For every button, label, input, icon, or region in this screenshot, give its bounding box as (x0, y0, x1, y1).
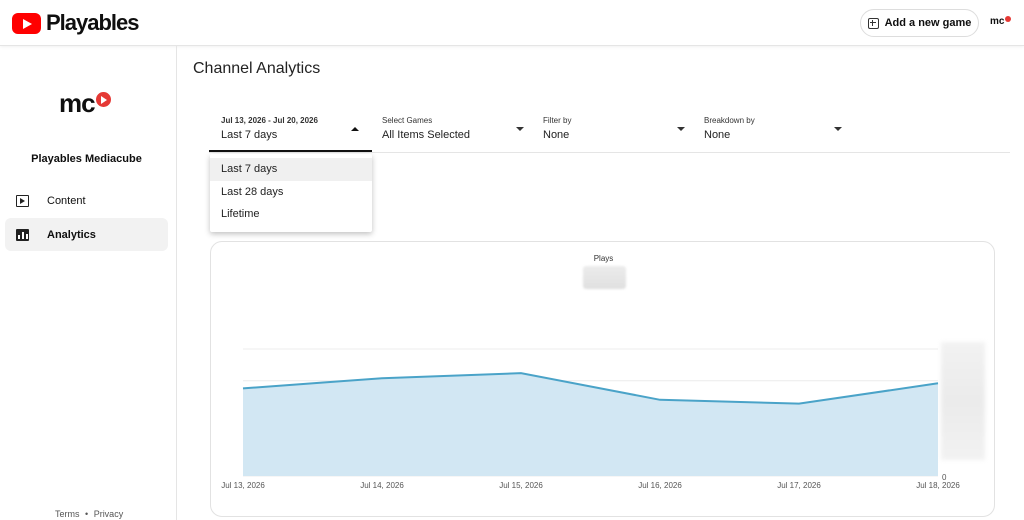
select-games-label: Select Games (382, 116, 433, 125)
total-value-blurred (583, 266, 626, 289)
dropdown-option-last-28-days[interactable]: Last 28 days (221, 185, 284, 198)
sidebar-item-content[interactable]: Content (5, 184, 168, 217)
filter-by-value: None (543, 129, 570, 141)
sidebar-item-label: Content (47, 194, 86, 207)
x-tick-label: Jul 15, 2026 (499, 481, 543, 490)
top-bar: Playables Add a new game mc (0, 0, 1024, 46)
footer-separator: • (85, 509, 89, 519)
breakdown-by-filter[interactable]: Breakdown by None (704, 108, 854, 152)
channel-logo: mc (59, 88, 111, 119)
brand-name: Playables (46, 10, 140, 35)
add-game-button[interactable]: Add a new game (860, 9, 979, 37)
terms-link[interactable]: Terms (55, 509, 80, 519)
dropdown-option-lifetime[interactable]: Lifetime (221, 208, 260, 220)
channel-name: Playables Mediacube (31, 153, 142, 165)
x-tick-label: Jul 14, 2026 (360, 481, 404, 490)
plays-chart-card: Plays Jul 13, 2026 Jul 14, 2026 Jul 15, 20… (210, 241, 995, 517)
date-range-value: Last 7 days (221, 129, 278, 141)
series-line (242, 372, 939, 405)
video-library-icon (16, 194, 29, 207)
x-tick-label: Jul 17, 2026 (777, 481, 821, 490)
page-title: Channel Analytics (193, 60, 321, 77)
caret-up-icon (351, 127, 359, 131)
caret-down-icon (834, 127, 842, 131)
brand[interactable]: Playables (12, 10, 140, 36)
plays-area-chart: Jul 13, 2026 Jul 14, 2026 Jul 15, 2026 Jul … (221, 348, 960, 490)
y-tick-label: 0 (942, 473, 947, 482)
caret-down-icon (516, 127, 524, 131)
footer-links: Terms • Privacy (55, 509, 123, 519)
filter-by-filter[interactable]: Filter by None (543, 108, 693, 152)
date-range-dropdown: Last 7 days Last 28 days Lifetime (210, 154, 372, 232)
bar-chart-icon (16, 228, 29, 241)
add-game-label: Add a new game (884, 17, 972, 29)
series-area (243, 373, 938, 476)
select-games-filter[interactable]: Select Games All Items Selected (382, 108, 532, 152)
chart-title: Plays (593, 254, 614, 263)
dropdown-option-last-7-days[interactable]: Last 7 days (210, 158, 372, 181)
youtube-play-icon (12, 12, 41, 34)
y-axis-labels-blurred (941, 342, 985, 460)
privacy-link[interactable]: Privacy (93, 509, 124, 519)
avatar[interactable]: mc (990, 16, 1012, 27)
sidebar-item-analytics[interactable]: Analytics (5, 218, 168, 251)
sidebar-item-label: Analytics (47, 228, 96, 241)
avatar-text: mc (990, 16, 1005, 27)
sidebar: mc Playables Mediacube Content Analytics… (0, 46, 177, 520)
x-tick-label: Jul 13, 2026 (221, 481, 265, 490)
breakdown-by-value: None (704, 129, 731, 141)
filter-by-label: Filter by (543, 116, 572, 125)
filter-bar: Jul 13, 2026 - Jul 20, 2026 Last 7 days … (209, 108, 1010, 153)
select-games-value: All Items Selected (382, 129, 471, 141)
date-range-filter[interactable]: Jul 13, 2026 - Jul 20, 2026 Last 7 days (209, 108, 372, 152)
caret-down-icon (677, 127, 685, 131)
play-icon (95, 92, 111, 107)
breakdown-by-label: Breakdown by (704, 116, 755, 125)
play-dot-icon (1005, 16, 1012, 22)
channel-logo-text: mc (59, 88, 96, 118)
active-underline (209, 150, 372, 152)
x-tick-label: Jul 18, 2026 (916, 481, 960, 490)
date-range-label: Jul 13, 2026 - Jul 20, 2026 (221, 116, 318, 125)
add-box-icon (867, 17, 879, 29)
x-tick-label: Jul 16, 2026 (638, 481, 682, 490)
